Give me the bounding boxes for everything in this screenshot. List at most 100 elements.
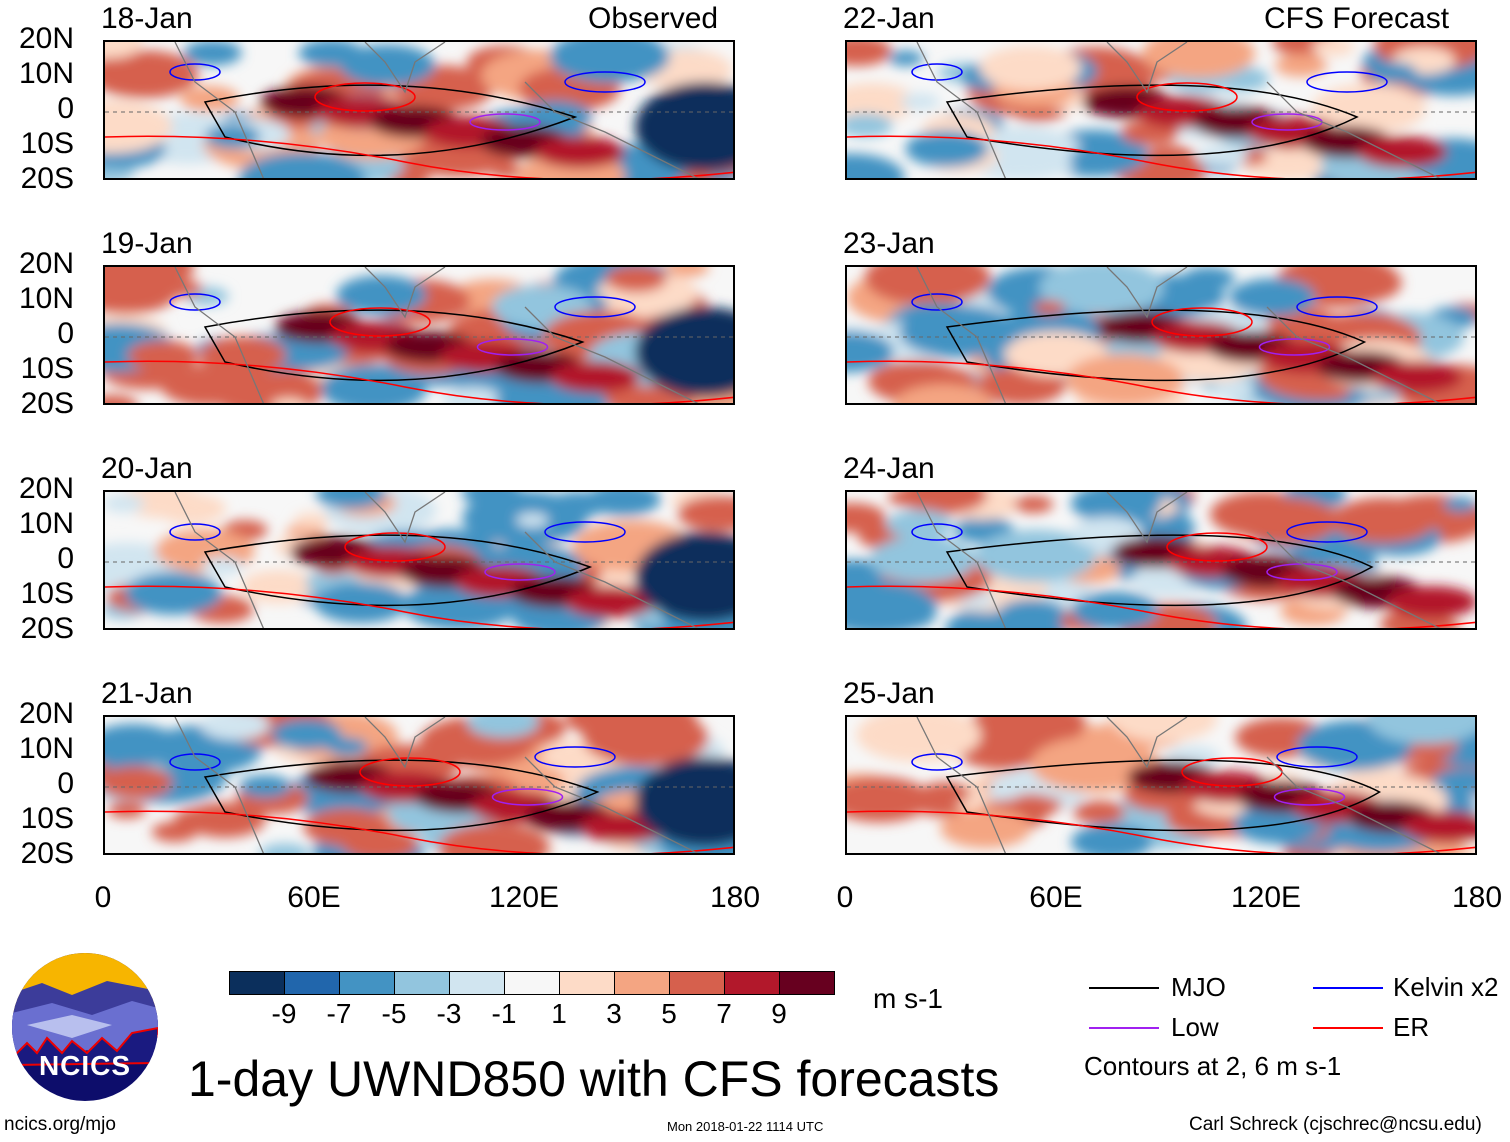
kelvin-contour bbox=[911, 753, 963, 771]
lat-tick: 20S bbox=[20, 162, 74, 195]
wind-anomaly bbox=[319, 364, 428, 403]
westerly-core bbox=[1357, 136, 1447, 168]
panel-date: 21-Jan bbox=[101, 677, 193, 710]
coastline bbox=[174, 42, 699, 178]
westerly-core bbox=[1387, 586, 1475, 618]
wind-anomaly bbox=[979, 45, 1082, 91]
ncics-logo: NCICS bbox=[12, 953, 158, 1101]
wind-anomaly bbox=[1071, 823, 1153, 853]
wind-anomaly bbox=[105, 765, 173, 799]
map-panel bbox=[103, 265, 735, 405]
colorbar-swatch bbox=[670, 972, 725, 994]
logo-graphic bbox=[12, 953, 158, 1067]
kelvin-contour bbox=[169, 63, 221, 81]
map-panel bbox=[103, 715, 735, 855]
wind-anomaly bbox=[240, 569, 318, 604]
westerly-core bbox=[565, 586, 655, 618]
kelvin-contour bbox=[1296, 296, 1378, 318]
wind-anomaly bbox=[975, 529, 1097, 583]
mjo-contour bbox=[203, 309, 585, 382]
wind-anomaly bbox=[847, 581, 938, 628]
legend-line-mjo bbox=[1089, 987, 1159, 989]
footer-url[interactable]: ncics.org/mjo bbox=[4, 1114, 116, 1135]
colorbar-units: m s-1 bbox=[873, 983, 943, 1014]
wind-anomaly bbox=[1311, 83, 1426, 134]
colorbar-swatch bbox=[615, 972, 670, 994]
observed-header: Observed bbox=[588, 2, 719, 35]
low-contour bbox=[484, 563, 556, 581]
wind-anomaly bbox=[847, 153, 905, 178]
wind-anomaly bbox=[390, 172, 428, 178]
lat-tick: 10N bbox=[18, 282, 74, 315]
colorbar-label: -9 bbox=[271, 998, 297, 1029]
mjo-contour bbox=[945, 309, 1367, 382]
coastline bbox=[174, 267, 699, 403]
colorbar bbox=[229, 971, 835, 995]
wind-anomaly bbox=[105, 394, 138, 403]
legend-line-kelvin bbox=[1313, 987, 1383, 989]
lat-tick: 0 bbox=[57, 317, 74, 350]
wind-anomaly bbox=[856, 717, 982, 763]
wind-anomaly bbox=[677, 495, 733, 532]
legend-label: MJO bbox=[1171, 972, 1226, 1002]
wind-anomaly bbox=[326, 737, 369, 756]
kelvin-contour bbox=[554, 296, 636, 318]
wind-anomaly bbox=[105, 42, 144, 59]
wind-anomaly bbox=[664, 267, 710, 277]
wind-anomaly bbox=[1039, 267, 1164, 315]
easterly-core bbox=[635, 757, 733, 847]
wind-anomaly bbox=[1366, 717, 1475, 745]
footer-credit: Carl Schreck (cjschrec@ncsu.edu) bbox=[1189, 1114, 1482, 1135]
wind-anomaly bbox=[582, 717, 709, 766]
wind-anomaly bbox=[899, 305, 1019, 358]
wind-anomaly bbox=[1331, 497, 1437, 544]
colorbar-swatch bbox=[725, 972, 780, 994]
coastline bbox=[174, 492, 699, 628]
legend-label: Kelvin x2 bbox=[1393, 972, 1499, 1002]
wind-anomaly bbox=[1311, 42, 1355, 56]
kelvin-contour bbox=[534, 746, 616, 768]
kelvin-contour bbox=[911, 523, 963, 541]
lat-tick: 20S bbox=[20, 387, 74, 420]
map-panel bbox=[103, 40, 735, 180]
wind-field bbox=[105, 717, 733, 853]
wind-anomaly bbox=[1070, 516, 1144, 549]
er-contour bbox=[105, 135, 733, 178]
lon-tick: 180 bbox=[709, 881, 761, 914]
legend-line-low bbox=[1089, 1027, 1159, 1029]
wind-anomaly bbox=[127, 340, 199, 372]
er-contour bbox=[359, 757, 461, 787]
wind-anomaly bbox=[905, 130, 989, 167]
wind-anomaly bbox=[1231, 497, 1339, 545]
colorbar-label: 7 bbox=[716, 998, 732, 1029]
wind-anomaly bbox=[586, 492, 661, 516]
colorbar-label: -3 bbox=[436, 998, 462, 1029]
easterly-core bbox=[635, 82, 733, 172]
wind-anomaly bbox=[105, 494, 145, 513]
lat-tick: 10S bbox=[20, 802, 74, 835]
wind-anomaly bbox=[238, 152, 366, 178]
wind-anomaly bbox=[1022, 796, 1063, 814]
lat-tick: 20S bbox=[20, 837, 74, 870]
wind-anomaly bbox=[205, 124, 261, 149]
wind-anomaly bbox=[1368, 61, 1417, 84]
er-contour bbox=[847, 810, 1475, 853]
mjo-contour bbox=[945, 759, 1382, 832]
kelvin-contour bbox=[911, 63, 963, 81]
low-contour bbox=[491, 788, 564, 806]
forecast-header: CFS Forecast bbox=[1264, 2, 1450, 35]
legend-line-er bbox=[1313, 1027, 1383, 1029]
wind-anomaly bbox=[1443, 497, 1475, 512]
lat-tick: 20N bbox=[18, 247, 74, 280]
low-contour bbox=[476, 338, 549, 356]
wind-field bbox=[847, 492, 1475, 628]
lat-tick: 20N bbox=[18, 697, 74, 730]
kelvin-contour bbox=[564, 71, 646, 93]
er-contour bbox=[314, 82, 416, 112]
panel-date: 23-Jan bbox=[843, 227, 935, 260]
lat-tick: 10S bbox=[20, 577, 74, 610]
wind-anomaly bbox=[864, 267, 991, 306]
lat-tick: 10S bbox=[20, 352, 74, 385]
kelvin-contour bbox=[1306, 71, 1388, 93]
lat-tick: 20N bbox=[18, 22, 74, 55]
